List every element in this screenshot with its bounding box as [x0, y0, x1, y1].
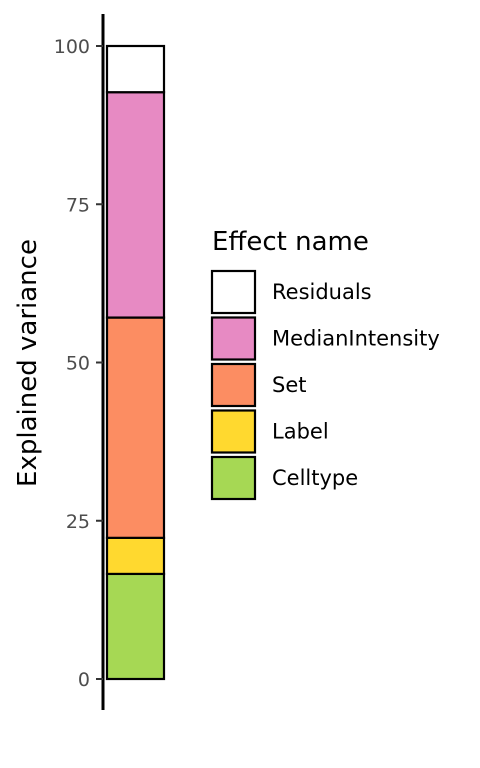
bar-segment-label: [105, 536, 166, 576]
y-axis-ticks: 0 25 50 75 100: [54, 36, 103, 691]
bar-segment-celltype: [105, 572, 166, 681]
stacked-bar: [105, 44, 166, 681]
legend-swatch-medianintensity: [210, 316, 257, 361]
y-tick-label: 100: [54, 36, 90, 58]
legend-label-medianintensity: MedianIntensity: [272, 327, 440, 351]
y-tick-label: 50: [66, 353, 90, 375]
legend-title: Effect name: [212, 227, 369, 257]
legend-label-set: Set: [272, 373, 306, 397]
legend-swatch-residuals: [210, 269, 257, 315]
bar-segment-medianintensity: [105, 91, 166, 319]
y-tick-label: 25: [66, 511, 90, 533]
bar-segment-set: [105, 316, 166, 539]
legend-label-celltype: Celltype: [272, 466, 358, 490]
legend-swatch-celltype: [210, 455, 257, 501]
legend-label-label: Label: [272, 420, 329, 444]
legend-swatch-label: [210, 409, 257, 454]
y-tick-label: 75: [66, 194, 90, 216]
bar-segment-residuals: [105, 44, 166, 94]
y-axis-title: Explained variance: [13, 239, 43, 487]
legend-label-residuals: Residuals: [272, 280, 372, 304]
y-tick-label: 0: [78, 669, 90, 691]
legend-swatch-set: [210, 362, 257, 408]
legend: Residuals MedianIntensity Set Label Celltype: [210, 269, 440, 501]
